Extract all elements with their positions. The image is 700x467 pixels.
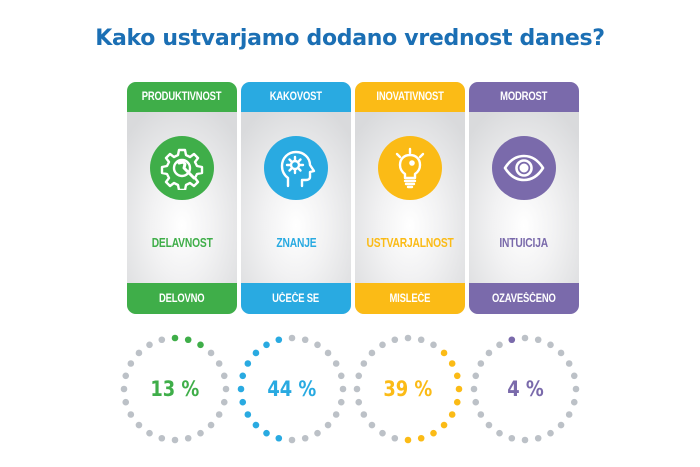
dotted-ring (237, 334, 347, 444)
dotted-ring (470, 334, 580, 444)
page-title: Kako ustvarjamo dodano vrednost danes? (95, 26, 605, 51)
card-produktivnost: PRODUKTIVNOST DELAVNOST DELOVNO (127, 82, 237, 314)
card-header: MODROST (469, 82, 579, 112)
eye-icon (492, 136, 556, 200)
card-middle-label: ZNANJE (275, 236, 317, 250)
card-middle-label: DELAVNOST (151, 236, 213, 250)
percent-ring-produktivnost: 13 % (120, 334, 230, 444)
card-middle-label: INTUICIJA (499, 236, 549, 250)
card-kakovost: KAKOVOST ZNANJE UČEČE SE (241, 82, 351, 314)
gear-wrench-icon (150, 136, 214, 200)
card-middle-label: USTVARJALNOST (366, 236, 454, 250)
card-footer: DELOVNO (127, 283, 237, 314)
card-header: INOVATIVNOST (355, 82, 465, 112)
percent-value: 44 % (267, 377, 317, 401)
head-gear-icon (264, 136, 328, 200)
percent-ring-modrost: 4 % (470, 334, 580, 444)
card-footer: MISLEČE (355, 283, 465, 314)
percent-ring-kakovost: 44 % (237, 334, 347, 444)
card-footer: OZAVEŠČENO (469, 283, 579, 314)
dotted-ring (120, 334, 230, 444)
percent-value: 13 % (150, 377, 200, 401)
percent-ring-inovativnost: 39 % (353, 334, 463, 444)
percent-value: 4 % (506, 377, 544, 401)
percent-value: 39 % (383, 377, 433, 401)
lightbulb-icon (378, 136, 442, 200)
dotted-ring (353, 334, 463, 444)
card-inovativnost: INOVATIVNOST USTVARJALNOST MISLEČE (355, 82, 465, 314)
card-modrost: MODROST INTUICIJA OZAVEŠČENO (469, 82, 579, 314)
card-header: PRODUKTIVNOST (127, 82, 237, 112)
card-header: KAKOVOST (241, 82, 351, 112)
card-footer: UČEČE SE (241, 283, 351, 314)
